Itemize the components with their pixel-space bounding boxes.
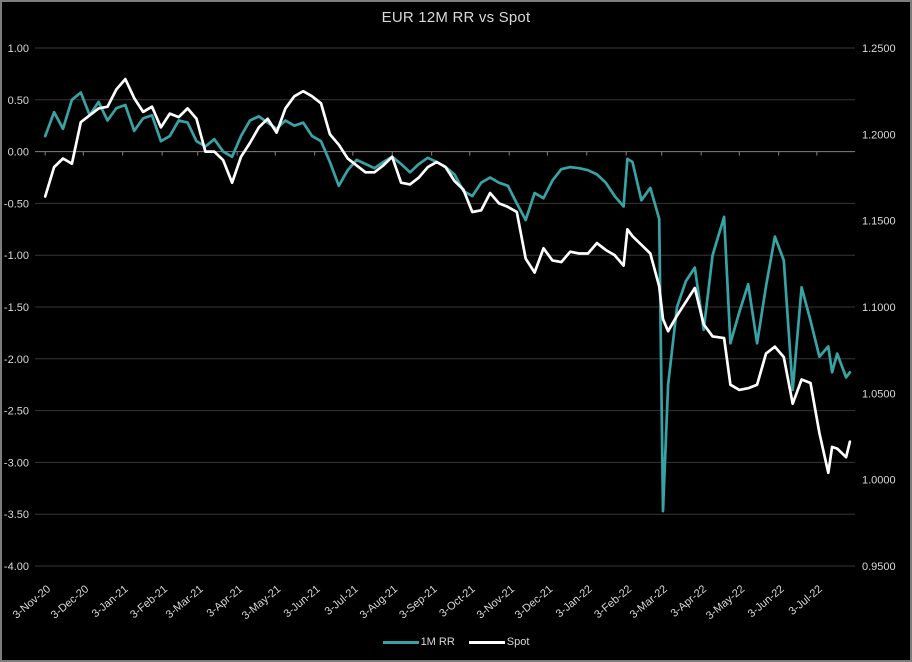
y-axis-label-left: 0.50 xyxy=(8,95,29,107)
series-line-1m-rr xyxy=(43,91,852,513)
x-axis-label: 3-Dec-20 xyxy=(49,583,91,621)
legend-swatch-spot xyxy=(468,640,505,644)
y-axis-label-right: 0.9500 xyxy=(862,561,896,573)
y-axis-label-left: -2.00 xyxy=(4,354,29,366)
x-axis-label: 3-Nov-21 xyxy=(475,583,517,621)
x-axis-label: 3-Apr-21 xyxy=(205,583,245,620)
x-axis-label: 3-Aug-21 xyxy=(358,583,400,621)
y-axis-label-right: 1.2000 xyxy=(862,129,896,141)
x-axis-label: 3-Dec-21 xyxy=(513,583,555,621)
x-axis-label: 3-Jan-21 xyxy=(90,583,131,620)
x-axis-label: 3-Mar-21 xyxy=(164,583,206,621)
legend-label-1m-rr: 1M RR xyxy=(420,636,455,648)
series-line-spot xyxy=(43,77,852,475)
y-axis-label-left: -2.50 xyxy=(4,406,29,418)
x-axis-label: 3-Jan-22 xyxy=(554,583,595,620)
y-axis-label-left: -4.00 xyxy=(4,561,29,573)
x-axis-label: 3-Apr-22 xyxy=(669,583,709,620)
x-axis-label: 3-Jun-21 xyxy=(282,583,323,620)
legend-swatch-1m-rr xyxy=(382,640,419,644)
y-axis-label-right: 1.0000 xyxy=(862,475,896,487)
y-axis-label-left: 0.00 xyxy=(8,147,29,159)
x-axis-label: 3-Feb-22 xyxy=(592,583,634,621)
x-axis-label: 3-May-22 xyxy=(704,583,747,622)
x-axis-label: 3-Nov-20 xyxy=(11,583,53,621)
legend-label-spot: Spot xyxy=(506,636,530,648)
y-axis-label-left: 1.00 xyxy=(8,43,29,55)
x-axis-label: 3-Jul-21 xyxy=(323,583,361,618)
x-axis-label: 3-May-21 xyxy=(240,583,283,622)
y-axis-label-left: -3.00 xyxy=(4,457,29,469)
x-axis-label: 3-Sep-21 xyxy=(397,583,439,621)
legend: 1M RR Spot xyxy=(0,636,912,648)
x-axis-label: 3-Mar-22 xyxy=(628,583,670,621)
x-axis-label: 3-Feb-21 xyxy=(128,583,170,621)
y-axis-label-right: 1.1500 xyxy=(862,216,896,228)
y-axis-label-right: 1.1000 xyxy=(862,302,896,314)
x-axis-label: 3-Jul-22 xyxy=(787,583,825,618)
x-axis-label: 3-Oct-21 xyxy=(437,583,477,620)
y-axis-label-right: 1.0500 xyxy=(862,388,896,400)
y-axis-label-left: -3.50 xyxy=(4,509,29,521)
y-axis-label-left: -0.50 xyxy=(4,198,29,210)
y-axis-label-left: -1.00 xyxy=(4,250,29,262)
y-axis-label-left: -1.50 xyxy=(4,302,29,314)
y-axis-label-right: 1.2500 xyxy=(862,43,896,55)
x-axis-label: 3-Jun-22 xyxy=(746,583,787,620)
chart-title: EUR 12M RR vs Spot xyxy=(381,9,531,26)
